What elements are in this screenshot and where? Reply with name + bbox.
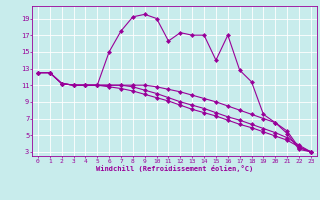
X-axis label: Windchill (Refroidissement éolien,°C): Windchill (Refroidissement éolien,°C) xyxy=(96,165,253,172)
